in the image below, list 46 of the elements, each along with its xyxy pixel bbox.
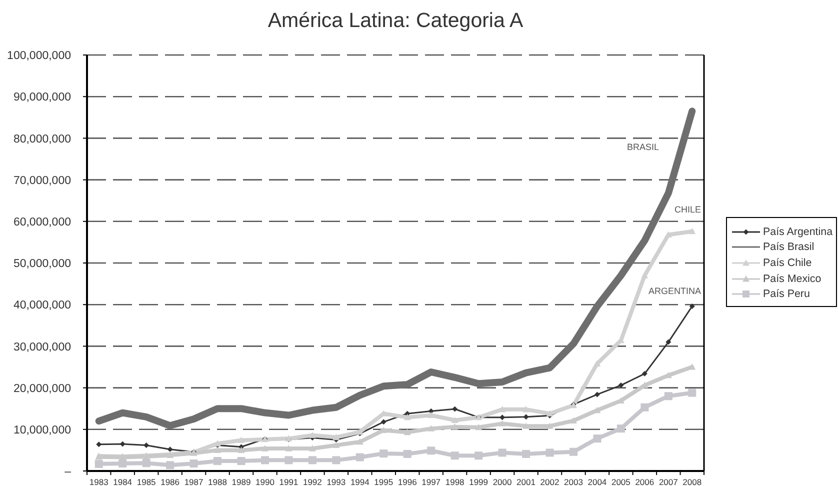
x-tick-label: 1993 — [326, 477, 346, 486]
y-tick-label: 40,000,000 — [13, 300, 71, 312]
x-tick-label: 1997 — [422, 477, 441, 486]
legend-label: País Chile — [763, 256, 812, 269]
x-tick-label: 1999 — [469, 477, 488, 486]
x-tick-label: 2001 — [516, 477, 536, 486]
x-tick-label: 1986 — [160, 477, 180, 486]
x-tick-label: 1988 — [208, 477, 228, 486]
x-tick-label: 1998 — [445, 477, 465, 486]
x-tick-label: 2002 — [540, 477, 560, 486]
x-tick-label: 1990 — [256, 477, 275, 486]
y-tick-label: 20,000,000 — [13, 382, 71, 395]
y-tick-label: 100,000,000 — [7, 50, 71, 62]
x-tick-label: 2003 — [564, 477, 584, 486]
legend-label: País Peru — [763, 288, 810, 300]
x-tick-label: 2007 — [658, 477, 678, 486]
x-tick-label: 1991 — [279, 477, 298, 486]
annotation: BRASIL — [626, 142, 659, 152]
annotation: ARGENTINA — [648, 286, 701, 296]
x-tick-label: 2004 — [588, 477, 607, 486]
legend-label: País Brasil — [763, 241, 814, 254]
x-tick-label: 1984 — [113, 477, 132, 486]
y-tick-label: 80,000,000 — [13, 133, 71, 146]
x-tick-label: 2000 — [492, 477, 512, 486]
x-tick-label: 1985 — [136, 477, 156, 486]
x-tick-label: 1996 — [398, 477, 418, 486]
x-tick-label: 1995 — [374, 477, 394, 486]
x-tick-label: 2008 — [682, 477, 702, 486]
y-tick-label: 90,000,000 — [13, 92, 71, 104]
x-tick-label: 1992 — [302, 477, 322, 486]
y-tick-label: 70,000,000 — [13, 174, 71, 187]
annotation: CHILE — [674, 204, 701, 215]
y-tick-label: 30,000,000 — [13, 341, 71, 354]
x-tick-label: 1989 — [232, 477, 251, 486]
x-tick-label: 2005 — [611, 477, 631, 486]
y-tick-label: – — [64, 466, 72, 478]
y-tick-label: 60,000,000 — [13, 216, 71, 228]
y-tick-label: 50,000,000 — [13, 258, 71, 270]
chart-title: América Latina: Categoria A — [266, 9, 524, 33]
x-tick-label: 1994 — [350, 477, 370, 486]
x-tick-label: 2006 — [635, 477, 654, 486]
x-tick-label: 1983 — [89, 477, 109, 486]
legend-label: País Argentina — [763, 226, 833, 238]
x-tick-label: 1987 — [184, 477, 204, 486]
y-tick-label: 10,000,000 — [13, 424, 71, 436]
legend-label: País Mexico — [763, 272, 822, 285]
